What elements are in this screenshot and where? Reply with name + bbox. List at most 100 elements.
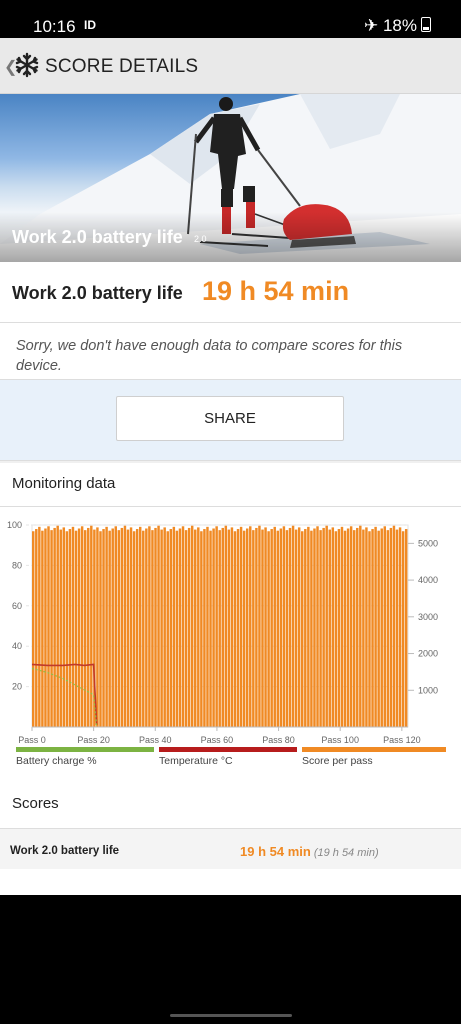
score-bar xyxy=(368,531,371,727)
score-bar xyxy=(270,529,273,727)
score-bar xyxy=(38,526,41,727)
score-bar xyxy=(62,527,66,727)
score-bar xyxy=(371,529,374,727)
score-row-label: Work 2.0 battery life xyxy=(10,845,120,857)
score-bar xyxy=(255,527,258,727)
legend-battery-swatch xyxy=(16,747,154,752)
score-bar xyxy=(218,530,221,727)
right-tick-label: 2000 xyxy=(418,649,438,659)
score-bar xyxy=(249,526,252,727)
score-bar xyxy=(145,528,148,727)
hero-version: 2.0 xyxy=(194,234,207,244)
battery-line xyxy=(31,667,98,728)
score-bar xyxy=(227,529,231,727)
hero-label: Work 2.0 battery life xyxy=(12,227,183,247)
scores-header: Scores xyxy=(0,783,461,829)
left-tick-label: 100 xyxy=(7,520,22,530)
right-tick-label: 5000 xyxy=(418,538,438,548)
score-bar xyxy=(362,529,365,727)
score-bar xyxy=(175,530,179,727)
score-bar xyxy=(83,530,87,727)
score-bar xyxy=(236,529,240,727)
score-bar xyxy=(108,530,111,727)
score-bar xyxy=(316,526,319,727)
score-bar xyxy=(142,530,145,727)
legend-battery: Battery charge % xyxy=(16,747,154,767)
score-bar xyxy=(90,525,93,727)
score-bar xyxy=(392,525,396,727)
score-bar xyxy=(123,525,127,727)
score-bar xyxy=(365,527,368,727)
score-bar xyxy=(346,528,350,727)
score-summary: Work 2.0 battery life 19 h 54 min xyxy=(0,262,461,323)
score-bar xyxy=(194,529,197,727)
chart-legend: Battery charge % Temperature °C Score pe… xyxy=(0,747,461,783)
score-bar xyxy=(313,528,316,727)
score-bar xyxy=(87,527,90,727)
legend-battery-label: Battery charge % xyxy=(16,755,97,767)
score-bar xyxy=(77,528,81,727)
hero-banner: Work 2.0 battery life 2.0 xyxy=(0,94,461,262)
x-tick-label: Pass 80 xyxy=(262,735,295,745)
hero-image xyxy=(0,94,461,262)
score-value: 19 h 54 min xyxy=(202,276,350,306)
score-bar xyxy=(157,525,160,727)
legend-score-label: Score per pass xyxy=(302,755,373,767)
score-bar xyxy=(169,529,173,727)
score-bar xyxy=(224,525,228,727)
status-time: 10:16 xyxy=(33,17,76,36)
score-label: Work 2.0 battery life xyxy=(12,283,183,303)
score-bar xyxy=(206,526,209,727)
score-bar xyxy=(96,527,99,727)
score-bar xyxy=(273,526,276,727)
skier-figure xyxy=(187,97,356,248)
score-bar xyxy=(340,526,344,727)
legend-temperature-label: Temperature °C xyxy=(159,755,233,767)
x-tick-label: Pass 100 xyxy=(321,735,359,745)
score-bar xyxy=(267,531,270,727)
score-bar xyxy=(209,530,212,727)
score-row-sub: (19 h 54 min) xyxy=(313,847,379,859)
score-bar xyxy=(404,529,408,727)
score-bar xyxy=(264,527,267,727)
score-row[interactable]: Work 2.0 battery life 19 h 54 min (19 h 5… xyxy=(0,829,461,869)
score-bar xyxy=(68,529,72,727)
score-bar xyxy=(44,528,47,727)
score-bar xyxy=(331,527,335,727)
app-bar: ❮ SCORE DETAILS xyxy=(0,38,461,94)
monitoring-title: Monitoring data xyxy=(12,475,116,492)
score-bar xyxy=(200,531,203,727)
score-bar xyxy=(325,525,328,727)
score-bar xyxy=(258,525,261,727)
score-bar xyxy=(242,530,246,727)
score-bar xyxy=(245,528,249,727)
score-bar xyxy=(282,526,286,727)
score-bar xyxy=(163,527,166,727)
score-bar xyxy=(129,527,133,727)
score-bar xyxy=(120,527,124,727)
score-bar xyxy=(148,526,151,727)
score-bar xyxy=(374,526,377,727)
score-bar xyxy=(343,530,347,727)
score-bar xyxy=(328,529,331,727)
score-bar xyxy=(114,526,117,727)
score-bar xyxy=(50,530,53,727)
score-bar xyxy=(310,530,313,727)
score-bar xyxy=(395,529,399,727)
score-bar xyxy=(197,527,200,727)
legend-temperature-swatch xyxy=(159,747,297,752)
score-bar xyxy=(297,527,301,727)
score-bar xyxy=(117,530,121,727)
share-button[interactable]: SHARE xyxy=(116,396,344,441)
score-bar xyxy=(389,527,393,727)
monitoring-chart-container: 20 40 60 80 100 1000 2000 3000 4000 5000 Pass 0 Pas… xyxy=(0,507,461,747)
score-bar xyxy=(279,528,283,727)
score-bar xyxy=(221,527,224,727)
back-button[interactable]: ❮ xyxy=(4,59,18,76)
x-tick-label: Pass 20 xyxy=(77,735,110,745)
score-bar xyxy=(380,528,383,727)
score-bar xyxy=(71,526,75,727)
x-tick-label: Pass 40 xyxy=(139,735,172,745)
score-bar xyxy=(151,530,154,727)
score-bar xyxy=(59,529,62,727)
